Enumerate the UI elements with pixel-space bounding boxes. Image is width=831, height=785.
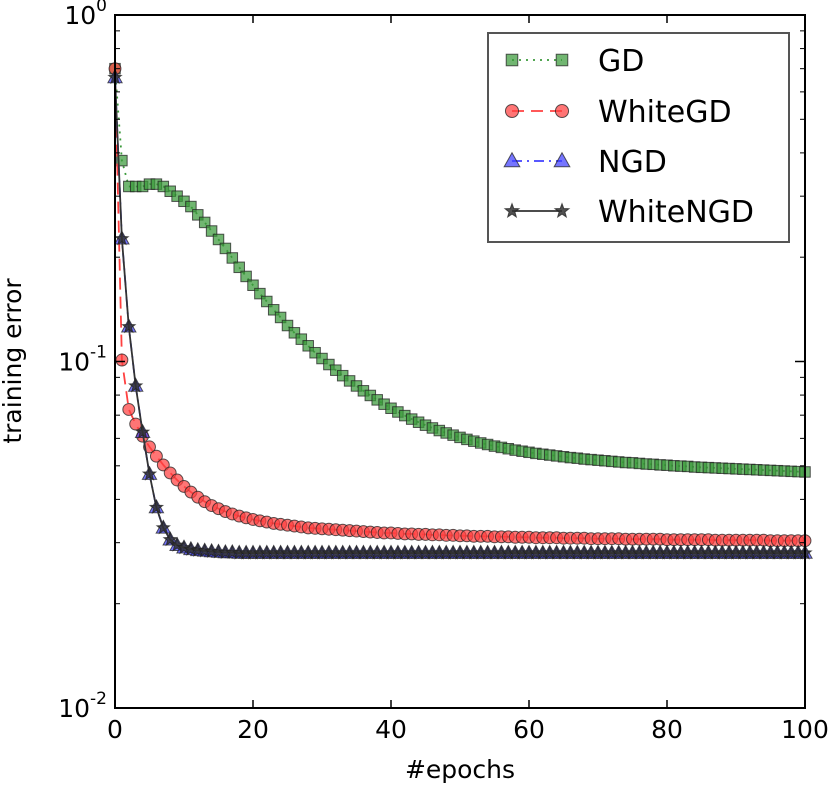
series-whitengd [107, 69, 813, 560]
point-gd [240, 270, 252, 283]
legend-marker [554, 103, 570, 119]
y-tick-exponent: 0 [96, 0, 107, 16]
legend-entry-whitegd: WhiteGD [504, 95, 732, 130]
legend-marker [555, 53, 569, 67]
legend-entry-ngd: NGD [503, 145, 667, 180]
series-gd [109, 62, 811, 478]
legend-marker [503, 202, 521, 219]
point-whitengd [114, 230, 130, 246]
point-whitengd [128, 377, 144, 393]
point-gd [309, 346, 321, 359]
series-whitegd [108, 62, 812, 548]
point-gd [261, 295, 273, 308]
legend-marker [553, 202, 571, 219]
y-tick-label: 10-1 [58, 343, 107, 377]
point-whitegd [122, 403, 136, 416]
point-whitengd [148, 499, 165, 515]
point-gd [288, 327, 301, 339]
point-gd [281, 319, 294, 332]
point-gd [198, 216, 211, 229]
point-gd [226, 252, 239, 264]
x-tick-label: 80 [651, 715, 683, 744]
legend: GD WhiteGD NGD WhiteNGD [487, 32, 790, 243]
y-tick-label: 10-2 [58, 689, 107, 723]
ticks-layer [114, 14, 806, 709]
legend-label: NGD [598, 145, 667, 180]
x-tick-label: 0 [107, 715, 123, 744]
point-gd [219, 242, 232, 255]
point-whitegd [115, 353, 129, 367]
y-tick-exponent: -1 [90, 343, 107, 363]
series-layer [107, 62, 813, 560]
point-gd [302, 340, 314, 352]
point-gd [267, 304, 280, 316]
point-gd [247, 279, 259, 291]
point-whitengd [134, 424, 151, 439]
y-tick-base: 10 [64, 1, 96, 30]
legend-box [487, 32, 790, 243]
point-gd [295, 333, 308, 345]
point-gd [192, 209, 204, 221]
x-tick-label: 100 [781, 715, 829, 744]
point-whitengd [183, 541, 199, 556]
legend-entry-gd: GD [505, 44, 644, 79]
point-gd [316, 352, 328, 365]
x-tick-label: 20 [237, 715, 269, 744]
point-whitengd [155, 519, 171, 535]
point-whitengd [169, 537, 185, 552]
x-axis-label: #epochs [405, 755, 515, 784]
y-axis-label: training error [0, 278, 27, 444]
y-tick-base: 10 [58, 348, 90, 377]
point-whitengd [141, 466, 158, 481]
point-whitegd [143, 440, 156, 454]
point-gd [212, 233, 225, 246]
point-whitegd [149, 449, 163, 463]
x-tick-label: 60 [513, 715, 545, 744]
point-gd [205, 225, 218, 237]
point-gd [233, 261, 245, 274]
x-tick-label: 40 [375, 715, 407, 744]
point-gd [185, 200, 197, 213]
legend-marker [505, 53, 519, 67]
point-whitengd [121, 318, 137, 334]
legend-marker [504, 103, 520, 119]
legend-label: WhiteNGD [598, 195, 754, 230]
point-whitengd [162, 531, 178, 547]
legend-entry-whitengd: WhiteNGD [503, 195, 754, 230]
y-tick-label: 100 [64, 0, 107, 30]
point-gd [254, 287, 266, 300]
legend-label: WhiteGD [598, 95, 732, 130]
y-tick-base: 10 [58, 694, 90, 723]
point-gd [116, 154, 128, 167]
legend-label: GD [598, 44, 644, 79]
y-tick-exponent: -2 [90, 689, 107, 709]
point-gd [274, 311, 287, 324]
legend-marker [503, 151, 521, 168]
legend-marker [553, 151, 571, 168]
